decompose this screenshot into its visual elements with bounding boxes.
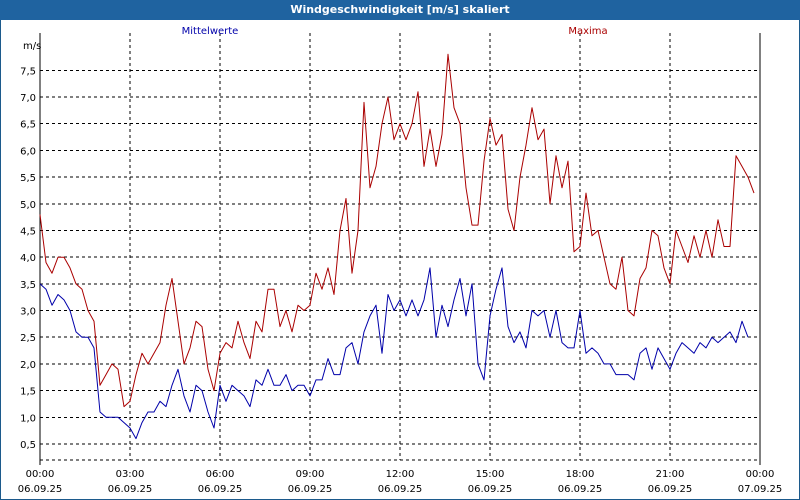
- y-axis: 0,5 1,0 1,5 2,0 2,5 3,0 3,5 4,0 4,5 5,0 5,5 6,0 6,5 7…: [20, 66, 36, 451]
- y-tick-label: 6,5: [20, 120, 36, 131]
- y-tick-label: 7,0: [20, 93, 36, 104]
- y-tick-label: 2,0: [20, 360, 36, 371]
- x-tick-time-label: 00:00: [26, 469, 55, 480]
- grid-lines: [40, 33, 760, 460]
- x-tick-date-label: 06.09.25: [198, 484, 243, 495]
- x-tick-time-label: 15:00: [476, 469, 505, 480]
- x-tick-date-label: 06.09.25: [108, 484, 153, 495]
- y-tick-label: 4,5: [20, 226, 36, 237]
- y-tick-label: 6,0: [20, 146, 36, 157]
- y-tick-label: 0,5: [20, 440, 36, 451]
- x-tick-time-label: 00:00: [746, 469, 775, 480]
- x-tick-date-label: 06.09.25: [468, 484, 513, 495]
- x-tick-time-label: 06:00: [206, 469, 235, 480]
- x-tick-date-label: 06.09.25: [558, 484, 603, 495]
- y-tick-label: 4,0: [20, 253, 36, 264]
- x-tick-time-label: 21:00: [656, 469, 685, 480]
- series-lines: [39, 53, 755, 440]
- y-axis-unit-label: m/s: [23, 41, 41, 52]
- x-tick-date-label: 07.09.25: [738, 484, 783, 495]
- x-tick-time-label: 18:00: [566, 469, 595, 480]
- mean-series-line: [39, 267, 749, 440]
- x-axis: 00:00 06.09.25 03:00 06.09.25 06:00 06.09.25 0…: [18, 469, 783, 495]
- legend-mean: Mittelwerte: [182, 26, 239, 37]
- y-tick-label: 5,0: [20, 200, 36, 211]
- x-tick-date-label: 06.09.25: [18, 484, 63, 495]
- x-tick-date-label: 06.09.25: [648, 484, 693, 495]
- legend: Mittelwerte Maxima: [182, 26, 608, 37]
- y-tick-label: 7,5: [20, 66, 36, 77]
- x-tick-time-label: 03:00: [116, 469, 145, 480]
- plot-area: [39, 33, 761, 465]
- legend-max: Maxima: [568, 26, 607, 37]
- x-tick-time-label: 09:00: [296, 469, 325, 480]
- y-tick-label: 3,5: [20, 280, 36, 291]
- y-tick-label: 3,0: [20, 307, 36, 318]
- y-tick-label: 5,5: [20, 173, 36, 184]
- x-tick-date-label: 06.09.25: [288, 484, 333, 495]
- y-tick-label: 1,0: [20, 413, 36, 424]
- chart-title: Windgeschwindigkeit [m/s] skaliert: [0, 0, 800, 20]
- x-tick-date-label: 06.09.25: [378, 484, 423, 495]
- y-tick-label: 2,5: [20, 333, 36, 344]
- y-tick-label: 1,5: [20, 387, 36, 398]
- max-series-line: [39, 53, 755, 408]
- x-tick-time-label: 12:00: [386, 469, 415, 480]
